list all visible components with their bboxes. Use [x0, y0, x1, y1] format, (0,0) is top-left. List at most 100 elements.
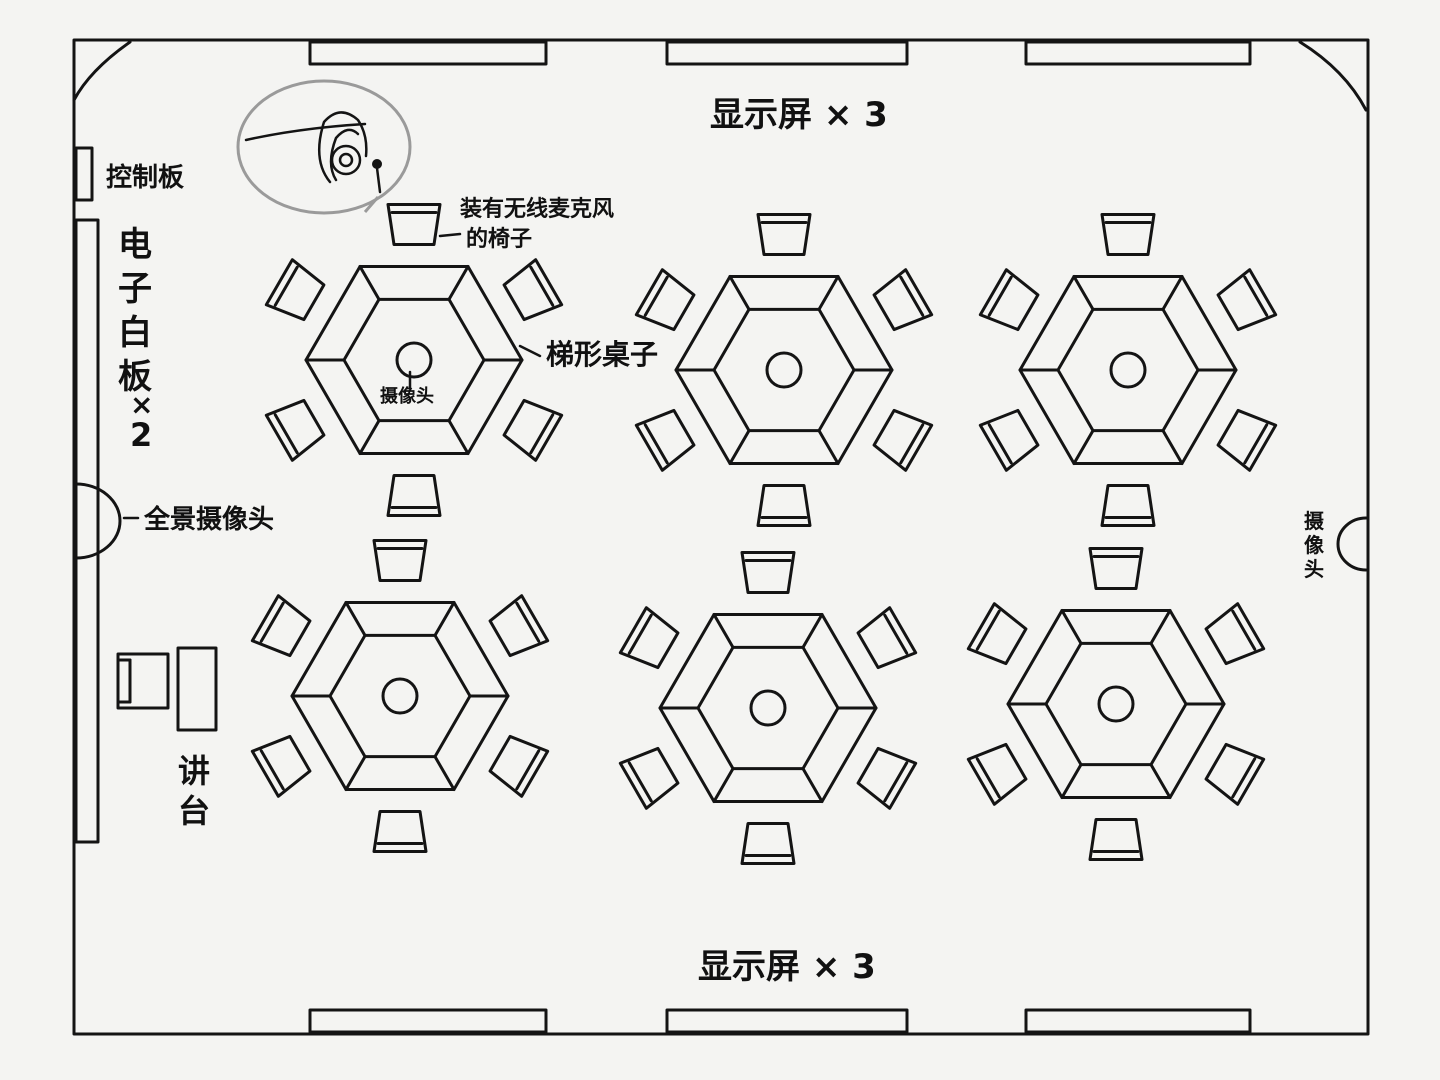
table-pointer [518, 344, 542, 358]
room-outline [72, 38, 1370, 1036]
chair-seat [264, 398, 326, 462]
chair-seat [740, 550, 796, 594]
table-segment-divider [1161, 429, 1184, 466]
chair-icon [1216, 408, 1278, 472]
chair-icon [488, 734, 550, 798]
table-segment-divider [817, 274, 840, 311]
microphone-icon [318, 111, 368, 184]
chair-icon [978, 268, 1040, 332]
hexagon-table-4 [250, 538, 550, 854]
chair-icon [264, 258, 326, 322]
chair-back [883, 613, 909, 655]
podium [116, 646, 218, 732]
table-segment-divider [447, 264, 470, 301]
chair-icon [372, 538, 428, 582]
panorama-camera-label: 全景摄像头 [143, 504, 274, 535]
chair-back [627, 761, 653, 803]
mic-chair-label-1: 装有无线麦克风 [460, 196, 614, 222]
chair-icon [1100, 484, 1156, 528]
table-segment-divider [433, 600, 456, 637]
chair-seat [618, 746, 680, 810]
microphone-chair-callout [236, 79, 412, 215]
chair-icon [966, 602, 1028, 666]
hexagon-table-2 [634, 212, 934, 528]
chair-back [975, 609, 1001, 651]
table-segment-divider [817, 429, 840, 466]
chair-back [627, 613, 653, 655]
table-camera-icon [1097, 685, 1135, 723]
chair-icon [872, 408, 934, 472]
table-segment-divider [801, 612, 824, 649]
chair-icon [966, 742, 1028, 806]
chair-icon [634, 268, 696, 332]
chair-icon [386, 474, 442, 518]
podium-label-1: 讲 [178, 752, 210, 790]
door-left-arc [72, 40, 132, 102]
table-camera-label: 摄像头 [380, 385, 434, 407]
table-segment-divider [447, 419, 470, 456]
chair-icon [618, 746, 680, 810]
chair-icon [250, 594, 312, 658]
earpiece-inner-icon [338, 152, 354, 168]
table-segment-divider [358, 264, 381, 301]
table-segment-divider [712, 767, 735, 804]
podium-chair [116, 652, 170, 710]
table-segment-divider [1072, 429, 1095, 466]
chair-seat [386, 202, 442, 246]
chair-icon [634, 408, 696, 472]
chair-icon [502, 398, 564, 462]
chair-icon [488, 594, 550, 658]
right-camera-label-3: 头 [1304, 557, 1324, 581]
whiteboard-label-6: 2 [130, 416, 152, 454]
callout-pointer [363, 196, 380, 213]
table-camera-icon [395, 341, 433, 379]
earpiece-icon [330, 144, 362, 176]
right-camera-label-1: 摄 [1304, 509, 1325, 533]
bottom-screen-3 [1024, 1008, 1252, 1034]
chair-seat [250, 594, 312, 658]
table-label: 梯形桌子 [546, 338, 658, 371]
chair-back [529, 413, 555, 455]
chair-seat [740, 822, 796, 866]
chair-seat [372, 810, 428, 854]
mic-wire [244, 122, 367, 142]
chair-icon [756, 212, 812, 256]
table-segment-divider [1161, 274, 1184, 311]
chair-seat [856, 746, 918, 810]
chair-back [987, 275, 1013, 317]
chair-seat [978, 408, 1040, 472]
chair-icon [386, 202, 442, 246]
chair-seat [1204, 742, 1266, 806]
table-segment-divider [712, 612, 735, 649]
chair-icon [1216, 268, 1278, 332]
chair-seat [386, 474, 442, 518]
chair-icon [740, 550, 796, 594]
callout-ellipse [236, 79, 412, 215]
chair-icon [372, 810, 428, 854]
chair-back [899, 423, 925, 465]
chair-seat [488, 734, 550, 798]
chair-icon [856, 746, 918, 810]
chair-seat [264, 258, 326, 322]
chair-seat [488, 594, 550, 658]
right-camera-label-2: 像 [1304, 533, 1325, 557]
table-segment-divider [344, 755, 367, 792]
chair-seat [372, 538, 428, 582]
chair-seat [872, 408, 934, 472]
table-segment-divider [1149, 763, 1172, 800]
chair-back [529, 265, 555, 307]
whiteboard-label-4: 板 [118, 357, 152, 397]
hexagon-table-1 [264, 202, 564, 518]
table-inner-edge [328, 633, 472, 759]
chair-icon [1204, 602, 1266, 666]
top-screen-3 [1024, 40, 1252, 66]
hexagon-table-3 [978, 212, 1278, 528]
table-inner-edge [712, 307, 856, 433]
chair-icon [1088, 546, 1144, 590]
whiteboard-label-1: 电 [118, 225, 152, 265]
chair-icon [978, 408, 1040, 472]
bottom-screen-2 [665, 1008, 909, 1034]
whiteboard-label-2: 子 [118, 269, 152, 309]
bottom-screens [308, 1008, 1252, 1034]
chair-seat [1088, 818, 1144, 862]
